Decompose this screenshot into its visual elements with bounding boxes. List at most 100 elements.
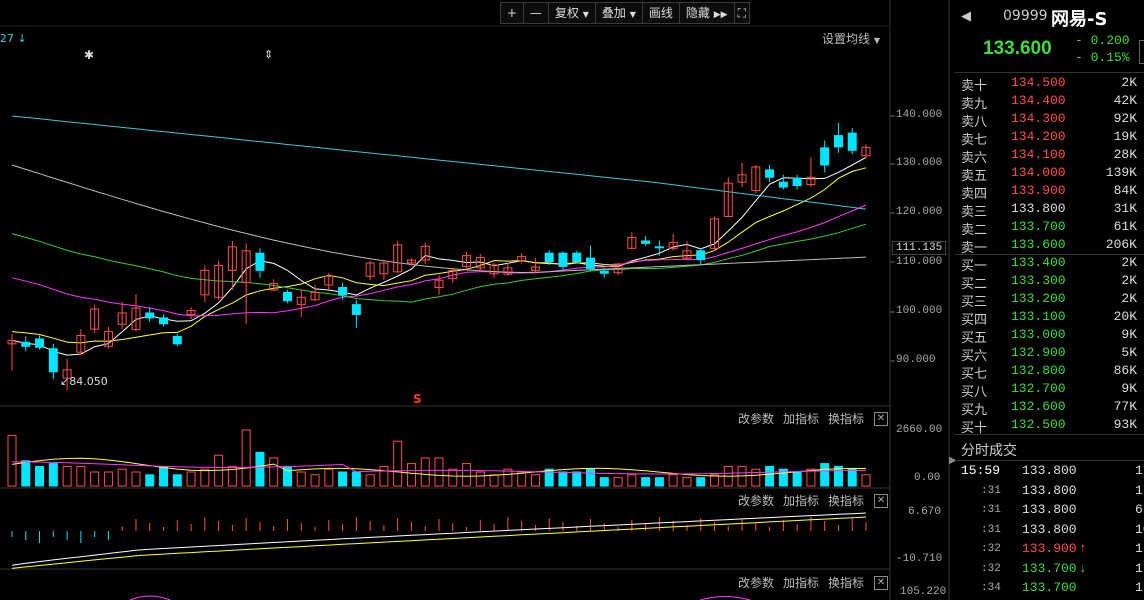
sidebar-edge-button[interactable] [1139, 40, 1144, 64]
set-ma-dropdown[interactable]: 设置均线 ▼ [822, 30, 880, 47]
candle-body [338, 287, 348, 296]
candle-body [310, 291, 320, 301]
ask-row[interactable]: 卖五 134.000 139K [961, 165, 1137, 184]
back-arrow-icon[interactable]: ◀ [961, 9, 971, 24]
third-close-icon[interactable]: ✕ [874, 576, 888, 590]
candle-body [7, 339, 17, 345]
volume-close-icon[interactable]: ✕ [874, 412, 888, 426]
ask-row[interactable]: 卖七 134.200 19K [961, 129, 1137, 148]
ask-price: 133.600 [1011, 237, 1066, 252]
candlestick-chart[interactable] [0, 0, 948, 600]
bid-price: 133.200 [1011, 291, 1066, 306]
bid-row[interactable]: 买十 132.500 93K [961, 417, 1137, 436]
volume-bar [406, 463, 416, 487]
trade-time: :31 [981, 523, 1001, 536]
ask-volume: 139K [1105, 165, 1137, 180]
volume-bar [310, 474, 320, 487]
third-axis-top: 105.220 [900, 586, 947, 598]
volume-edit-params-button[interactable]: 改参数 [738, 412, 775, 426]
ask-price: 134.500 [1011, 75, 1066, 90]
candle-body [820, 147, 830, 166]
macd-edit-params-button[interactable]: 改参数 [738, 494, 775, 508]
candle-body [530, 266, 540, 271]
bid-label: 买四 [961, 313, 988, 328]
candle-body [48, 348, 58, 373]
zoom-out-button[interactable]: — [522, 2, 549, 24]
trade-price: 133.800 [1022, 521, 1077, 537]
volume-bar [475, 471, 485, 487]
candle-body [76, 335, 86, 353]
chart-toolbar: + — 复权 ▼ 叠加 ▼ 画线 隐藏 ▶▶ ⛶ [499, 2, 750, 24]
trade-price: 133.800 [1022, 502, 1077, 517]
bid-row[interactable]: 买六 132.900 5K [961, 345, 1137, 364]
ask-row[interactable]: 卖十 134.500 2K [961, 75, 1137, 94]
macd-axis-bottom: -10.710 [896, 553, 943, 565]
ask-row[interactable]: 卖三 133.800 31K [961, 201, 1137, 220]
volume-bar [35, 465, 45, 487]
macd-add-indicator-button[interactable]: 加指标 [783, 494, 820, 508]
bid-price: 132.900 [1011, 345, 1066, 360]
ask-row[interactable]: 卖二 133.700 61K [961, 219, 1137, 238]
bid-row[interactable]: 买九 132.600 77K [961, 399, 1137, 418]
expand-icon[interactable]: ⛶ [733, 2, 750, 24]
ask-volume: 31K [1113, 201, 1137, 216]
bid-row[interactable]: 买一 133.400 2K [961, 255, 1137, 274]
candle-body [103, 331, 113, 347]
bid-row[interactable]: 买五 133.000 9K [961, 327, 1137, 346]
third-add-indicator-button[interactable]: 加指标 [783, 576, 820, 590]
volume-bar [117, 468, 127, 487]
low-price-value: 84.050 [69, 375, 108, 388]
candle-body [778, 181, 788, 188]
volume-add-indicator-button[interactable]: 加指标 [783, 412, 820, 426]
macd-close-icon[interactable]: ✕ [874, 494, 888, 508]
bid-row[interactable]: 买四 133.100 20K [961, 309, 1137, 328]
macd-swap-indicator-button[interactable]: 换指标 [828, 494, 865, 508]
volume-bar [833, 465, 843, 487]
third-swap-indicator-button[interactable]: 换指标 [828, 576, 865, 590]
volume-bar [103, 471, 113, 487]
bid-row[interactable]: 买二 133.300 2K [961, 273, 1137, 292]
bid-label: 买八 [961, 385, 988, 400]
candle-body [186, 310, 196, 315]
ask-row[interactable]: 卖四 133.900 84K [961, 183, 1137, 202]
trade-volume: 1 [1135, 463, 1143, 478]
ask-row[interactable]: 卖八 134.300 92K [961, 111, 1137, 130]
bid-volume: 2K [1121, 255, 1137, 270]
third-edit-params-button[interactable]: 改参数 [738, 576, 775, 590]
candle-body [475, 257, 485, 269]
candle-body [517, 256, 527, 262]
draw-line-button[interactable]: 画线 [641, 2, 680, 24]
fuquan-dropdown[interactable]: 复权 ▼ [547, 2, 596, 24]
asterisk-marker-icon: ✱ [84, 48, 95, 62]
candle-body [269, 283, 279, 291]
candle-body [682, 250, 692, 259]
bid-volume: 77K [1113, 399, 1137, 414]
volume-bar [269, 457, 279, 487]
hide-button[interactable]: 隐藏 ▶▶ [678, 2, 735, 24]
divider [955, 254, 1144, 255]
zoom-in-button[interactable]: + [499, 2, 524, 24]
candle-body [709, 218, 719, 249]
bid-row[interactable]: 买八 132.700 9K [961, 381, 1137, 400]
volume-bar [751, 468, 761, 487]
bid-label: 买九 [961, 403, 988, 418]
bid-volume: 5K [1121, 345, 1137, 360]
candle-body [723, 182, 733, 217]
overlay-dropdown[interactable]: 叠加 ▼ [594, 2, 643, 24]
signal-marker-s: S [413, 392, 422, 406]
volume-bar [599, 477, 609, 487]
bid-row[interactable]: 买七 132.800 86K [961, 363, 1137, 382]
panel-divider[interactable] [948, 0, 950, 600]
ask-row[interactable]: 卖六 134.100 28K [961, 147, 1137, 166]
candle-body [434, 279, 444, 288]
volume-bar [613, 477, 623, 487]
macd-axis-top: 6.670 [908, 506, 942, 518]
volume-bar [778, 468, 788, 487]
collapse-handle-icon[interactable]: ▶ [949, 455, 957, 466]
ask-row[interactable]: 卖九 134.400 42K [961, 93, 1137, 112]
volume-swap-indicator-button[interactable]: 换指标 [828, 412, 865, 426]
kline-chart-area[interactable]: 27 ↓ ✱ ⇕ + — 复权 ▼ 叠加 ▼ 画线 隐藏 ▶▶ ⛶ 设置均线 ▼… [0, 0, 948, 600]
bid-row[interactable]: 买三 133.200 2K [961, 291, 1137, 310]
ask-row[interactable]: 卖一 133.600 206K [961, 237, 1137, 256]
candle-body [558, 252, 568, 267]
